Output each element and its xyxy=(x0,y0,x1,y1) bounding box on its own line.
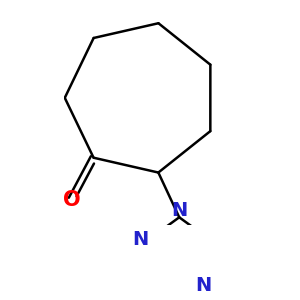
Text: N: N xyxy=(171,201,188,220)
Text: O: O xyxy=(63,190,80,210)
Text: N: N xyxy=(195,276,212,295)
Text: N: N xyxy=(132,230,148,249)
